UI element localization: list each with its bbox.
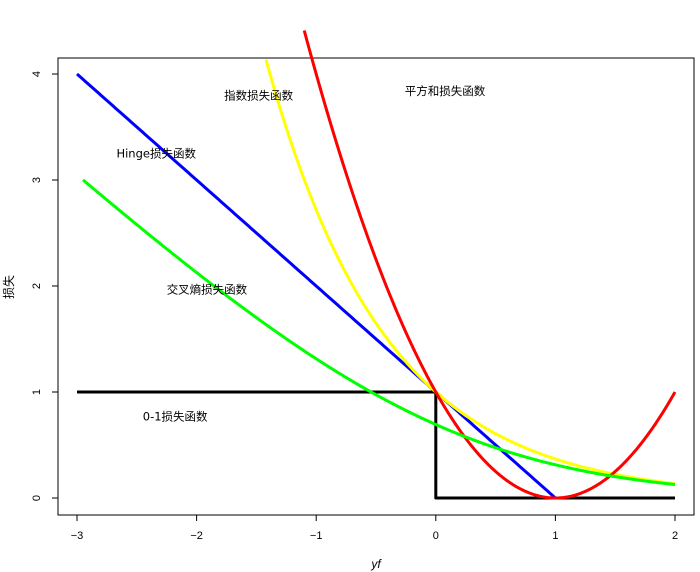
series-line-2 (76, 72, 557, 500)
series-annotation: 平方和损失函数 (405, 84, 486, 98)
x-tick-label: 0 (433, 530, 439, 542)
series-line-4 (302, 30, 677, 500)
x-tick-label: −2 (190, 530, 203, 542)
y-tick-label: 2 (31, 283, 43, 289)
series-line-5 (82, 178, 676, 487)
x-tick-label: 1 (552, 530, 558, 542)
series-annotation: Hinge损失函数 (116, 147, 196, 161)
x-axis: −3 −2 −1 0 1 2 (71, 514, 678, 542)
series-line-3 (264, 59, 676, 486)
plot-frame (57, 57, 695, 516)
y-axis: 0 1 2 3 4 (31, 71, 59, 501)
x-axis-title: yf (370, 557, 382, 571)
y-tick-label: 4 (31, 71, 43, 77)
series-layer (76, 30, 677, 500)
y-axis-title: 损失 (1, 275, 16, 299)
series-annotation: 交叉熵损失函数 (167, 282, 248, 296)
x-tick-label: −3 (71, 530, 84, 542)
y-tick-label: 0 (31, 495, 43, 501)
x-tick-label: −1 (310, 530, 323, 542)
series-annotation: 指数损失函数 (224, 88, 293, 102)
series-annotation: 0-1损失函数 (143, 410, 208, 424)
y-tick-label: 1 (31, 389, 43, 395)
y-tick-label: 3 (31, 177, 43, 183)
series-line-1 (77, 390, 675, 500)
x-tick-label: 2 (672, 530, 678, 542)
